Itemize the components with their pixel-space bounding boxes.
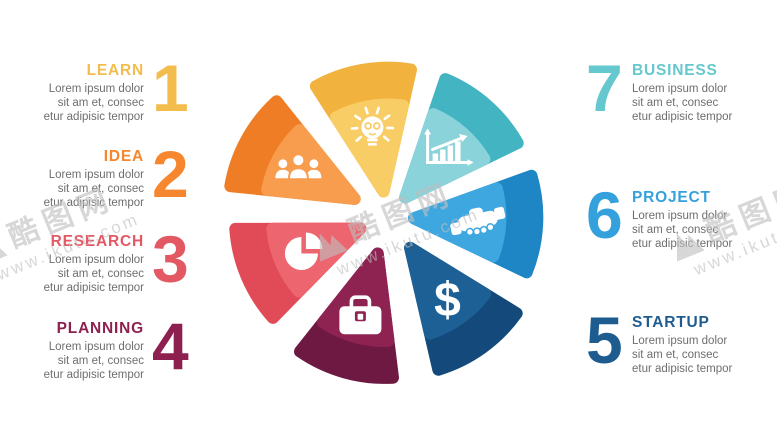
item-number: 5: [586, 303, 623, 377]
pie-chart-icon: [284, 232, 323, 270]
item-description: Lorem ipsum dolor sit am et, consec etur…: [43, 83, 144, 123]
lightbulb-icon: [350, 106, 395, 146]
item-number: 7: [586, 51, 623, 125]
item-description: Lorem ipsum dolor sit am et, consec etur…: [43, 169, 144, 209]
info-block-business: 7 BUSINESS Lorem ipsum dolor sit am et, …: [586, 51, 777, 125]
item-title: IDEA: [103, 148, 144, 165]
item-description: Lorem ipsum dolor sit am et, consec etur…: [632, 335, 733, 375]
item-title: STARTUP: [632, 314, 710, 331]
item-title: PLANNING: [56, 320, 144, 337]
item-number: 4: [152, 309, 189, 383]
team-icon: [275, 153, 322, 181]
item-description: Lorem ipsum dolor sit am et, consec etur…: [632, 83, 733, 123]
info-block-startup: 5 STARTUP Lorem ipsum dolor sit am et, c…: [586, 303, 777, 377]
wedge-startup-inner: [404, 241, 492, 340]
info-block-project: 6 PROJECT Lorem ipsum dolor sit am et, c…: [586, 178, 777, 252]
briefcase-icon: [339, 295, 382, 335]
wedge-learn-inner: [329, 98, 409, 198]
item-title: LEARN: [86, 62, 144, 79]
item-number: 2: [152, 137, 189, 211]
item-description: Lorem ipsum dolor sit am et, consec etur…: [43, 254, 144, 294]
item-title: BUSINESS: [632, 62, 718, 79]
dollar-icon: $: [434, 274, 461, 327]
item-description: Lorem ipsum dolor sit am et, consec etur…: [43, 341, 144, 381]
item-number: 3: [152, 222, 189, 296]
info-block-research: RESEARCH Lorem ipsum dolor sit am et, co…: [0, 222, 192, 296]
handshake-icon: [450, 206, 506, 237]
item-number: 6: [586, 178, 623, 252]
info-block-planning: PLANNING Lorem ipsum dolor sit am et, co…: [0, 309, 192, 383]
info-block-learn: LEARN Lorem ipsum dolor sit am et, conse…: [0, 51, 192, 125]
item-number: 1: [152, 51, 189, 125]
svg-text:$: $: [434, 274, 461, 327]
info-block-idea: IDEA Lorem ipsum dolor sit am et, consec…: [0, 137, 192, 211]
item-title: PROJECT: [632, 189, 711, 206]
item-title: RESEARCH: [50, 233, 144, 250]
item-description: Lorem ipsum dolor sit am et, consec etur…: [632, 210, 733, 250]
growth-chart-icon: [424, 128, 474, 166]
